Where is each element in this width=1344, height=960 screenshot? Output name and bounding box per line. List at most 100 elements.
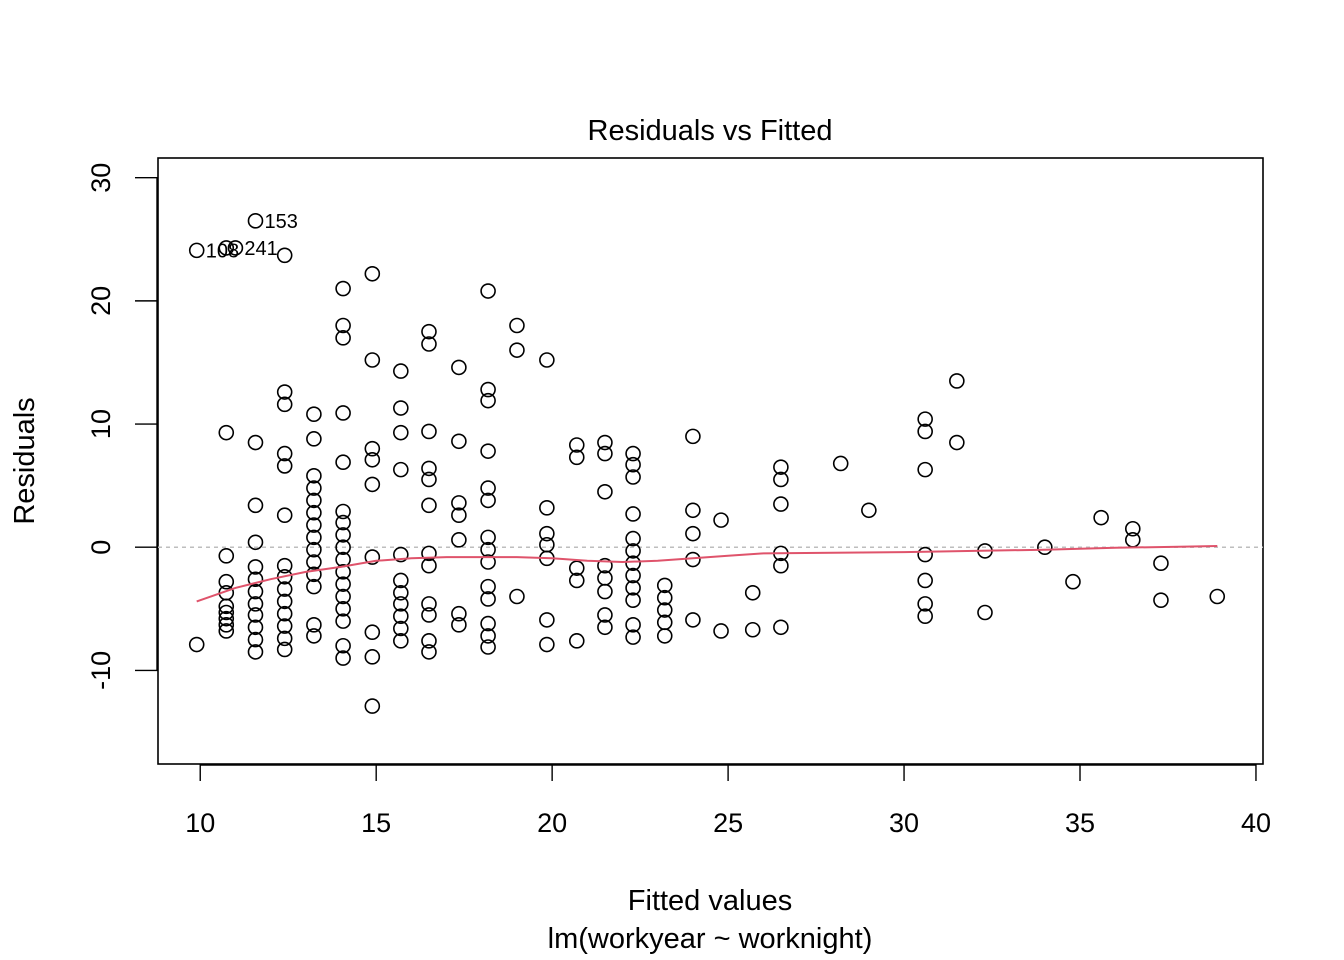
data-point	[539, 352, 555, 368]
data-point	[247, 596, 264, 612]
data-point	[625, 617, 641, 633]
data-point	[276, 507, 293, 523]
data-point	[773, 459, 789, 475]
data-point	[218, 604, 235, 621]
data-point	[539, 536, 555, 553]
data-point	[364, 476, 381, 493]
data-point	[393, 546, 409, 563]
data-point	[656, 628, 673, 644]
data-point	[421, 607, 437, 623]
x-tick-label: 30	[889, 808, 919, 838]
data-point	[713, 623, 729, 639]
data-point	[247, 213, 264, 229]
data-point	[335, 613, 351, 629]
data-point	[218, 424, 235, 441]
chart-title: Residuals vs Fitted	[588, 115, 833, 147]
data-point	[306, 541, 322, 558]
data-point	[480, 480, 496, 496]
data-point	[625, 629, 641, 645]
data-point	[306, 431, 322, 447]
data-point	[539, 636, 555, 653]
data-point	[917, 596, 933, 612]
data-point	[218, 623, 235, 639]
data-point	[393, 400, 409, 416]
data-point	[1153, 555, 1169, 572]
data-point	[480, 628, 496, 644]
data-point	[364, 440, 381, 457]
data-point	[656, 577, 673, 594]
data-point	[335, 317, 351, 334]
data-point	[509, 342, 525, 358]
data-point	[597, 607, 613, 623]
data-point	[335, 503, 351, 520]
data-point	[306, 467, 322, 484]
data-point	[218, 598, 235, 615]
x-tick-label: 10	[185, 808, 215, 838]
data-point	[480, 492, 496, 509]
data-point	[306, 566, 322, 583]
outlier-label: 108	[206, 240, 239, 262]
data-point	[393, 584, 409, 601]
data-point	[364, 698, 381, 714]
data-point	[218, 617, 235, 633]
data-point	[276, 605, 293, 622]
data-point	[247, 559, 264, 575]
data-point	[421, 336, 437, 352]
data-point	[451, 605, 467, 622]
data-point	[276, 630, 293, 647]
data-point	[451, 433, 467, 450]
data-point	[276, 641, 293, 658]
data-point	[656, 602, 673, 618]
data-point	[188, 636, 205, 653]
data-point	[1124, 532, 1141, 548]
data-point	[977, 604, 993, 621]
data-point	[306, 480, 322, 496]
data-point	[306, 554, 322, 570]
data-point	[773, 557, 789, 574]
data-point	[364, 451, 381, 468]
data-point	[247, 497, 264, 514]
data-point	[685, 502, 701, 519]
data-point	[276, 458, 293, 474]
outlier-label: 241	[244, 238, 277, 260]
data-point	[568, 449, 585, 466]
data-point	[335, 539, 351, 556]
data-point	[625, 555, 641, 572]
data-point	[218, 573, 235, 590]
data-point	[480, 554, 496, 570]
data-point	[625, 469, 641, 485]
data-point	[597, 483, 613, 500]
data-point	[917, 411, 933, 427]
data-point	[421, 423, 437, 440]
data-point	[1093, 509, 1109, 526]
data-point	[1209, 588, 1226, 605]
data-point	[276, 618, 293, 634]
y-axis-label: Residuals	[9, 397, 41, 524]
data-point	[393, 572, 409, 589]
data-point	[917, 423, 933, 440]
data-point	[306, 492, 322, 509]
data-point	[597, 434, 613, 451]
data-point	[247, 534, 264, 551]
data-point	[393, 461, 409, 478]
data-point	[917, 572, 933, 589]
data-point	[364, 265, 381, 282]
data-point	[335, 637, 351, 654]
data-point	[393, 633, 409, 649]
data-point	[247, 607, 264, 623]
data-point	[949, 373, 965, 389]
data-point	[480, 443, 496, 459]
data-point	[861, 502, 877, 519]
data-point	[306, 628, 322, 644]
data-point	[247, 619, 264, 636]
data-point	[335, 650, 351, 666]
data-point	[188, 242, 205, 259]
data-point	[335, 405, 351, 421]
data-point	[773, 496, 789, 512]
data-point	[480, 578, 496, 595]
data-point	[335, 514, 351, 531]
data-point	[393, 596, 409, 612]
data-point	[509, 317, 525, 334]
y-axis: -10 0 10 20 30	[86, 163, 158, 690]
